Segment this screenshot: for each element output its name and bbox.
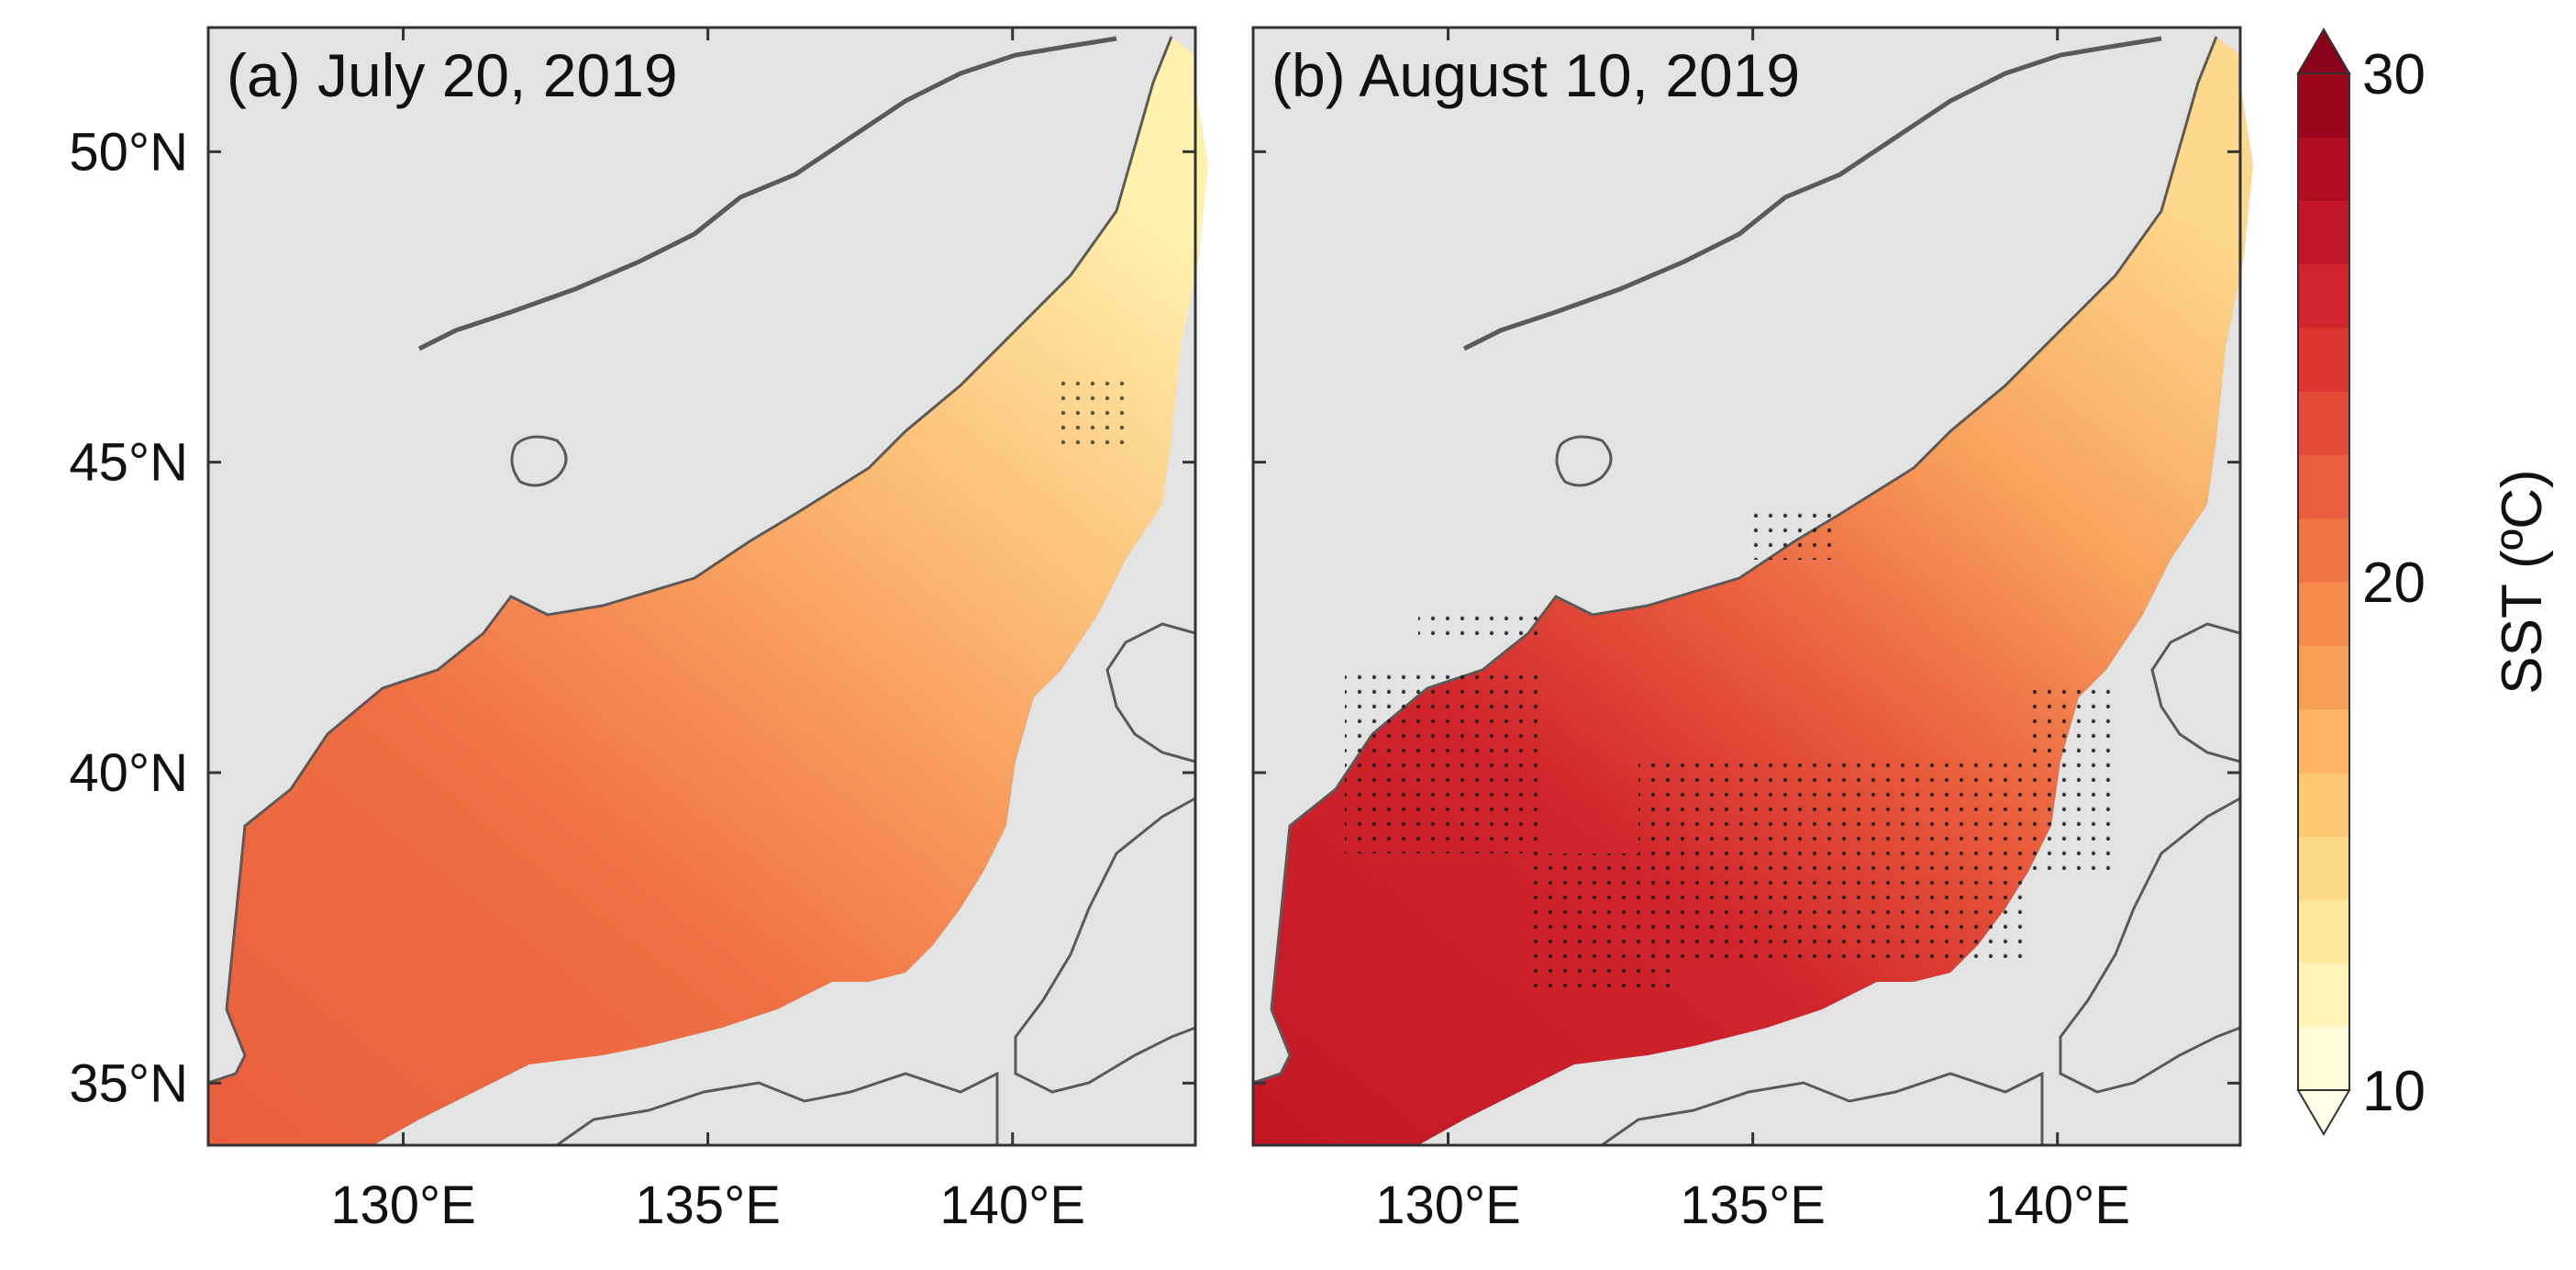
colorbar-segment [2298,391,2349,456]
y-tick-label: 45°N [69,433,188,493]
colorbar-segment [2298,454,2349,519]
colorbar-segment [2298,73,2349,138]
panel-a-title: (a) July 20, 2019 [227,41,678,109]
colorbar-segment [2298,328,2349,392]
panel-a-map: (a) July 20, 2019 [206,26,1208,1147]
panel-a-sea [208,37,1208,1145]
panel-b-map: (b) August 10, 2019 [1251,26,2253,1147]
x-tick-label: 135°E [635,1175,781,1235]
colorbar-segment [2298,137,2349,202]
y-tick-label: 50°N [69,122,188,182]
y-tick-label: 40°N [69,743,188,803]
colorbar-segment [2298,836,2349,900]
x-tick-label: 130°E [1375,1175,1521,1235]
panel-b-japan [2059,622,2242,1094]
colorbar-min-extension [2296,1089,2351,1136]
colorbar-tick-label: 30 [2362,43,2426,106]
y-tick-label: 35°N [69,1053,188,1113]
colorbar-frame [2297,72,2350,1091]
panel-a-japan [1014,622,1197,1094]
colorbar-segment [2298,772,2349,837]
colorbar-label: SST (ºC) [2491,469,2554,694]
colorbar: 10 20 30 SST (ºC) [2296,28,2554,1136]
colorbar-segment [2298,582,2349,646]
colorbar-segment [2298,200,2349,265]
x-tick-label: 140°E [939,1175,1085,1235]
colorbar-tick-label: 10 [2362,1060,2426,1123]
axes-layer: 130°E 135°E 140°E 50°N 45°N 40°N 35°N 130°E 135°… [69,28,2240,1235]
x-tick-label: 140°E [1984,1175,2130,1235]
panel-a-frame [206,26,1197,1147]
panel-a-lake [510,435,568,487]
colorbar-segment [2298,1026,2349,1091]
panel-b-frame [1251,26,2242,1147]
colorbar-segment [2298,518,2349,583]
colorbar-max-extension [2296,28,2351,74]
panel-b-title: (b) August 10, 2019 [1271,41,1800,109]
x-tick-label: 135°E [1680,1175,1826,1235]
x-tick-label: 130°E [330,1175,476,1235]
colorbar-segment [2298,645,2349,710]
colorbar-segment [2298,708,2349,774]
colorbar-segment [2298,899,2349,964]
panel-b-stippling [1345,505,2115,991]
colorbar-tick-label: 20 [2362,551,2426,615]
panel-a-coastline [417,36,1117,351]
colorbar-segment [2298,263,2349,329]
colorbar-segment [2298,963,2349,1028]
